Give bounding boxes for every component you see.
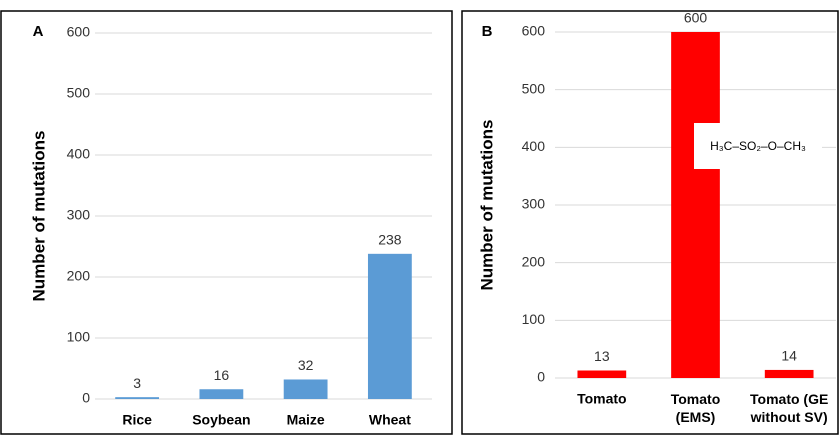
bar	[671, 32, 720, 378]
bar	[577, 370, 627, 378]
y-tick-label: 500	[67, 85, 91, 101]
x-tick-label: Maize	[287, 412, 325, 428]
y-tick-label: 100	[67, 329, 91, 345]
y-tick-label: 200	[67, 268, 91, 284]
y-tick-label: 300	[522, 196, 546, 212]
value-label: 13	[594, 348, 610, 364]
annotation: H₃C–SO₂–O–CH₃	[710, 139, 806, 153]
value-label: 32	[298, 357, 314, 373]
y-tick-label: 0	[537, 369, 545, 385]
y-axis-label: Number of mutations	[29, 131, 48, 302]
value-label: 16	[214, 367, 230, 383]
value-label: 238	[378, 232, 402, 248]
value-label: 3	[133, 375, 141, 391]
y-tick-label: 600	[67, 24, 91, 40]
panel-border	[461, 10, 839, 435]
bar	[764, 369, 814, 378]
x-tick-label: Soybean	[192, 412, 250, 428]
y-tick-label: 600	[522, 23, 546, 39]
y-tick-label: 300	[67, 207, 91, 223]
annotation-box	[694, 123, 822, 169]
x-tick-label: Rice	[122, 412, 152, 428]
y-tick-label: 0	[82, 390, 90, 406]
bar	[115, 397, 160, 399]
panel-label: A	[33, 23, 44, 40]
y-tick-label: 500	[522, 80, 546, 96]
x-tick-label: Tomato (EMS)	[671, 391, 721, 425]
x-tick-label: Wheat	[369, 412, 411, 428]
y-tick-label: 400	[522, 138, 546, 154]
bar	[367, 253, 412, 399]
x-tick-label: Tomato	[577, 391, 627, 407]
x-tick-label: Tomato (GE without SV)	[750, 391, 829, 425]
y-tick-label: 100	[522, 311, 546, 327]
value-label: 600	[684, 10, 708, 26]
value-label: 14	[781, 348, 797, 364]
panel-border	[0, 10, 453, 435]
y-tick-label: 200	[522, 253, 546, 269]
y-tick-label: 400	[67, 146, 91, 162]
y-axis-label: Number of mutations	[477, 120, 496, 291]
bar	[283, 379, 328, 399]
bar	[199, 389, 244, 399]
panel-label: B	[482, 23, 493, 40]
